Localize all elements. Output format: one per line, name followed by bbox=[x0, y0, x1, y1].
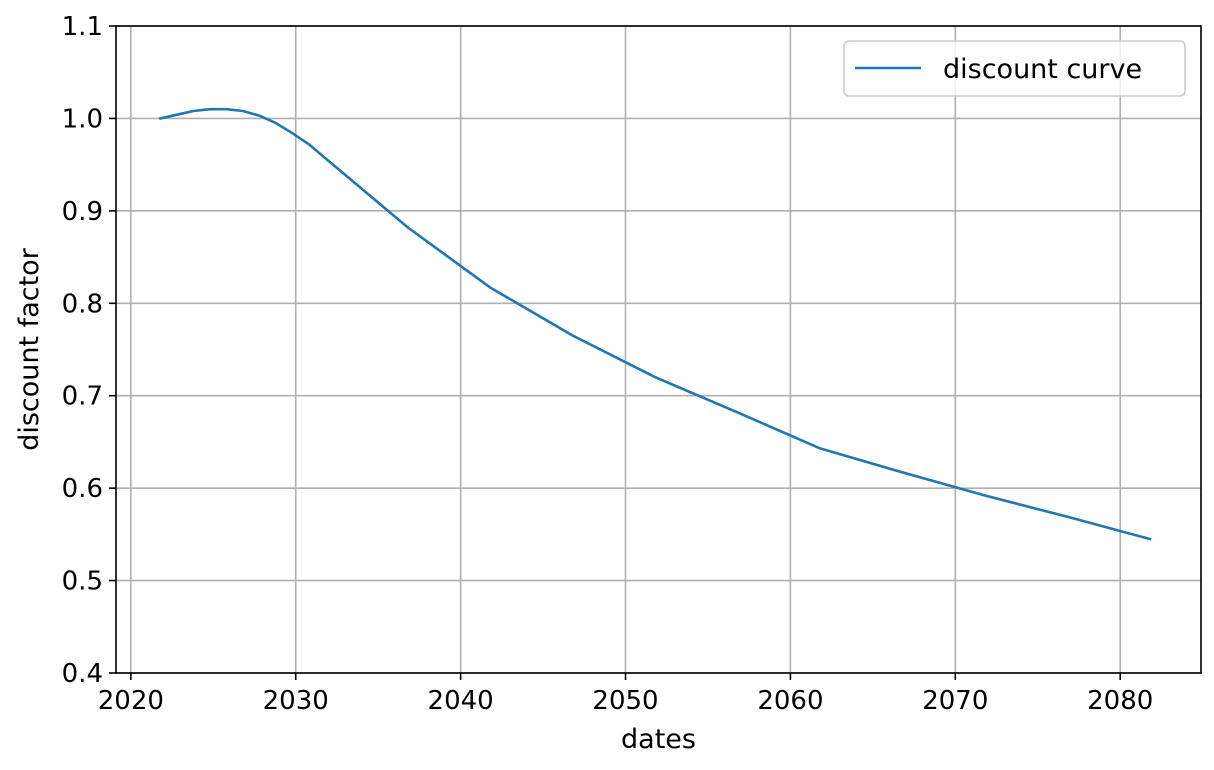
legend-entry-discount-curve: discount curve bbox=[943, 54, 1142, 85]
y-axis: 0.4 0.5 0.6 0.7 0.8 0.9 1.0 1.1 bbox=[62, 12, 116, 689]
x-axis: 2020 2030 2040 2050 2060 2070 2080 bbox=[98, 673, 1153, 716]
x-tick-label: 2020 bbox=[98, 686, 164, 716]
series-line-discount-curve bbox=[158, 107, 1152, 541]
x-tick-label: 2060 bbox=[757, 686, 823, 716]
y-tick-label: 0.6 bbox=[62, 474, 103, 504]
plot-frame bbox=[115, 25, 1202, 674]
y-axis-label: discount factor bbox=[14, 247, 45, 450]
x-tick-label: 2040 bbox=[428, 686, 494, 716]
y-tick-label: 1.1 bbox=[62, 12, 103, 42]
y-tick-label: 1.0 bbox=[62, 104, 103, 134]
y-tick-label: 0.7 bbox=[62, 382, 103, 412]
x-tick-label: 2030 bbox=[263, 686, 329, 716]
legend-box bbox=[843, 40, 1186, 97]
y-tick-label: 0.5 bbox=[62, 567, 103, 597]
x-axis-label: dates bbox=[621, 724, 696, 755]
legend: discount curve bbox=[843, 40, 1186, 97]
y-tick-label: 0.9 bbox=[62, 197, 103, 227]
y-tick-label: 0.4 bbox=[62, 659, 103, 689]
x-tick-label: 2070 bbox=[922, 686, 988, 716]
y-tick-label: 0.8 bbox=[62, 289, 103, 319]
x-tick-label: 2080 bbox=[1087, 686, 1153, 716]
grid-lines bbox=[116, 25, 1201, 674]
series-layer bbox=[158, 107, 1152, 541]
x-tick-label: 2050 bbox=[592, 686, 658, 716]
